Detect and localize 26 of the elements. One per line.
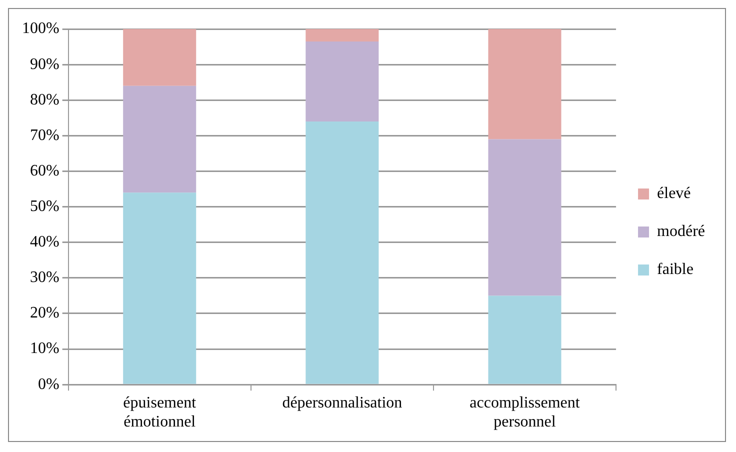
x-tick-label: dépersonnalisation: [282, 394, 402, 412]
y-tick-label: 0%: [38, 376, 60, 393]
y-tick-label: 60%: [30, 162, 60, 180]
y-tick-label: 30%: [30, 269, 60, 286]
bar: [306, 121, 379, 384]
y-tick-label: 10%: [30, 340, 60, 358]
y-tick-label: 100%: [22, 20, 60, 38]
bar: [306, 29, 379, 42]
y-tick-label: 40%: [30, 234, 60, 251]
y-tick-label: 50%: [30, 198, 60, 216]
legend-label: élevé: [657, 185, 691, 202]
legend-label: faible: [657, 261, 694, 278]
bar: [123, 29, 196, 86]
x-tick-label: épuisement émotionnel: [123, 394, 197, 431]
x-tick-label: accomplissement personnel: [470, 394, 580, 431]
bar: [123, 192, 196, 384]
bar: [488, 296, 562, 384]
y-tick-label: 20%: [30, 304, 60, 322]
bar: [488, 139, 562, 296]
bar: [306, 41, 379, 122]
y-tick-label: 90%: [30, 56, 60, 73]
bar: [488, 29, 562, 140]
bar: [123, 86, 196, 193]
y-tick-label: 70%: [30, 126, 60, 144]
y-tick-label: 80%: [30, 91, 60, 108]
legend-label: modéré: [657, 223, 706, 240]
